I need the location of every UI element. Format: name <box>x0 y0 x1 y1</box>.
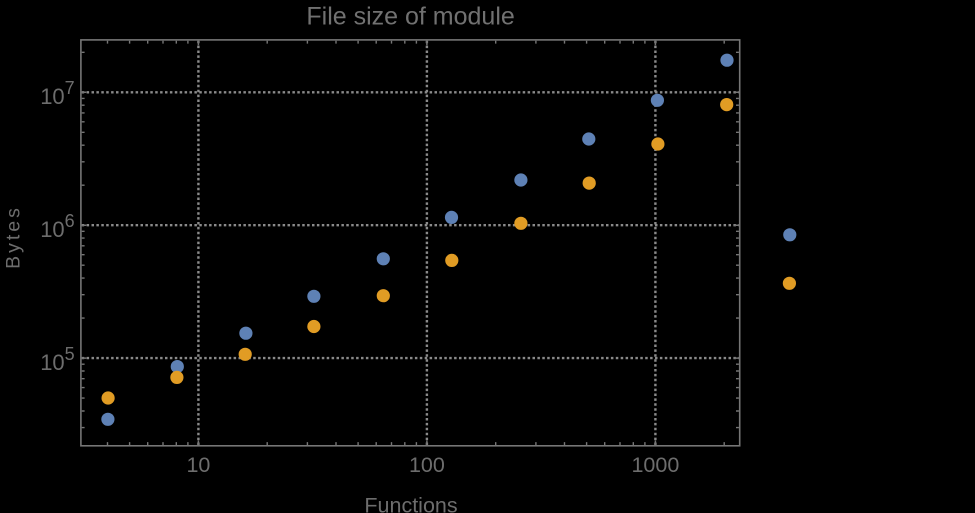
svg-text:100: 100 <box>409 453 445 477</box>
svg-text:Functions: Functions <box>364 493 457 513</box>
svg-text:1000: 1000 <box>631 453 679 477</box>
svg-text:10: 10 <box>186 453 210 477</box>
svg-text:Bytes: Bytes <box>3 205 25 269</box>
svg-text:File size of module: File size of module <box>306 3 514 31</box>
